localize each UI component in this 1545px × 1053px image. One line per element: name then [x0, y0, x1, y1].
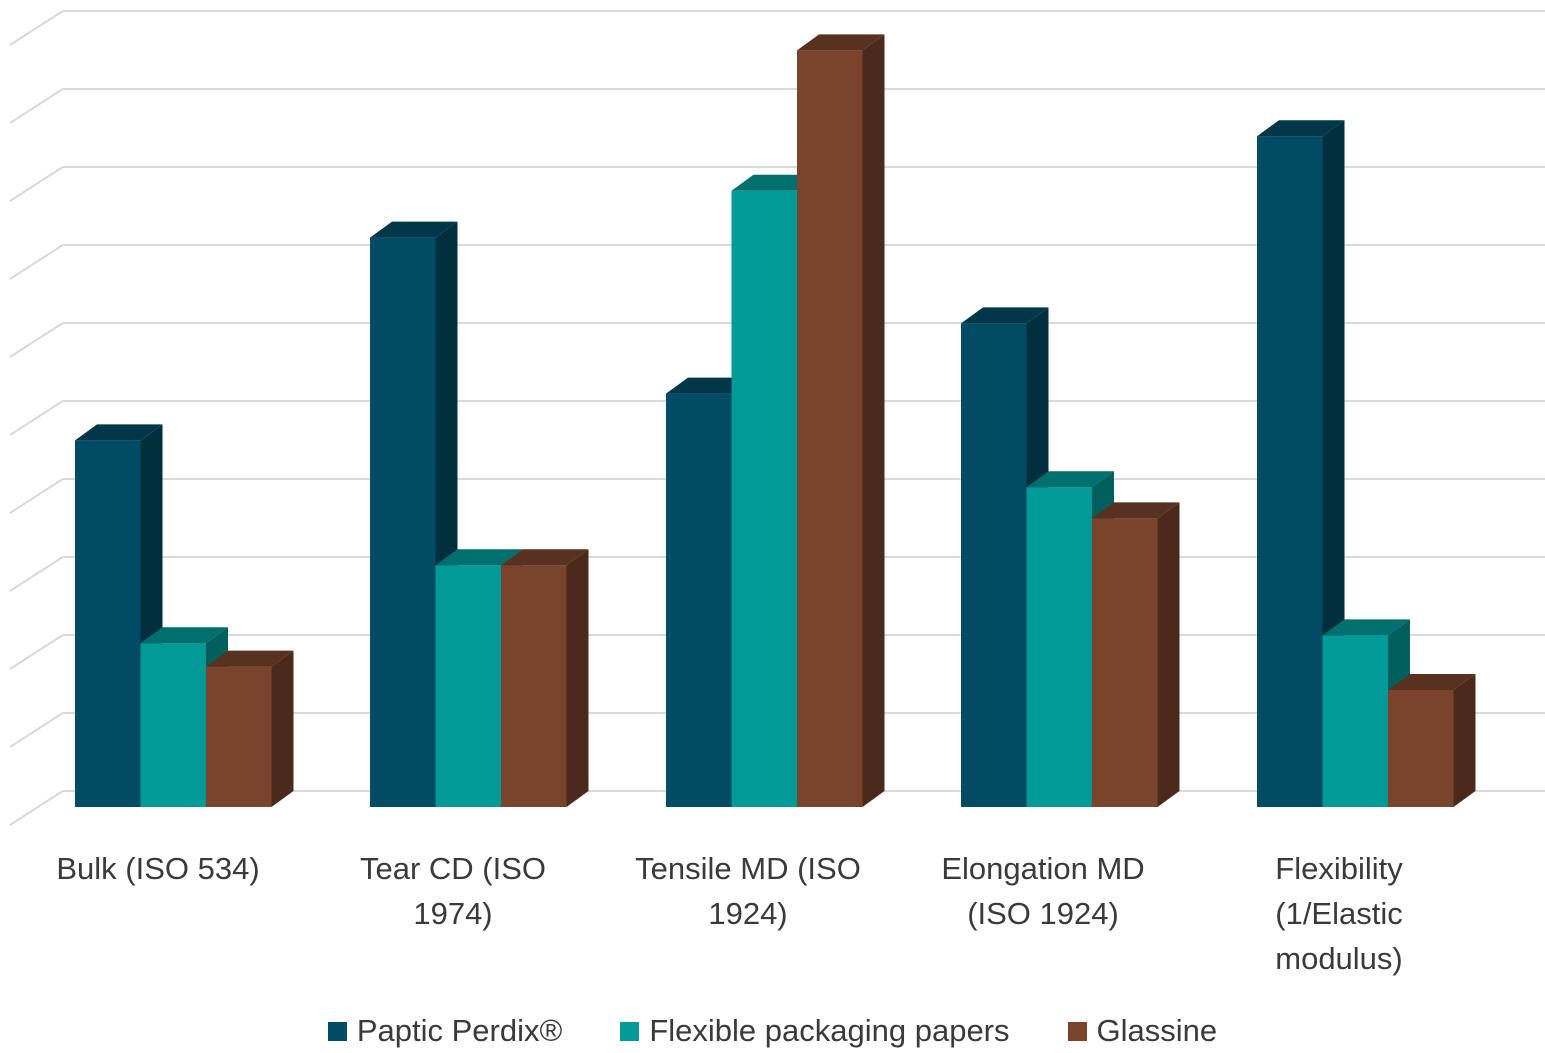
- legend-swatch: [1067, 1021, 1087, 1041]
- bar-front: [1388, 690, 1454, 807]
- gridline-side: [9, 322, 64, 358]
- bar-top: [206, 650, 294, 667]
- bar-top: [1257, 120, 1345, 137]
- bar-top: [797, 34, 885, 51]
- bar-top: [1388, 674, 1476, 690]
- gridline-side: [9, 478, 64, 514]
- gridline-side: [9, 88, 64, 124]
- gridline-side: [9, 712, 64, 748]
- bar: [206, 650, 294, 807]
- bar-side: [862, 34, 885, 807]
- bar: [1388, 674, 1476, 807]
- bar-front: [140, 643, 206, 807]
- legend-swatch: [620, 1021, 640, 1041]
- category-label: Flexibility (1/Elastic modulus): [1275, 851, 1403, 976]
- bar-top: [1026, 471, 1114, 488]
- gridline-side: [9, 400, 64, 436]
- bar-front: [797, 50, 863, 807]
- bar-top: [140, 627, 228, 644]
- bar-top: [1322, 619, 1410, 636]
- bars: [75, 34, 1476, 808]
- bar-top: [435, 549, 523, 566]
- bar-front: [1092, 518, 1158, 807]
- bar-side: [566, 549, 589, 807]
- legend-item: Paptic Perdix®: [327, 1013, 563, 1049]
- bar: [501, 549, 589, 807]
- category-label: Tear CD (ISO 1974): [359, 851, 547, 931]
- bar-chart: [9, 10, 1545, 826]
- gridline-side: [9, 790, 64, 826]
- gridline-side: [9, 244, 64, 280]
- bar-front: [501, 565, 567, 807]
- gridline-side: [9, 10, 64, 46]
- bar-front: [75, 440, 141, 807]
- gridline-side: [9, 166, 64, 202]
- bar: [370, 221, 458, 808]
- bar-side: [271, 650, 294, 807]
- bar-front: [731, 190, 797, 808]
- legend: Paptic Perdix® Flexible packaging papers G…: [0, 1009, 1545, 1053]
- bar-front: [1322, 635, 1388, 807]
- bar-front: [666, 393, 732, 807]
- bar-front: [370, 237, 436, 808]
- bar-side: [1453, 674, 1476, 807]
- bar-front: [1257, 136, 1323, 807]
- bar-front: [435, 565, 501, 807]
- category-label: Bulk (ISO 534): [56, 851, 260, 886]
- legend-item: Glassine: [1067, 1013, 1218, 1049]
- category-label: Elongation MD (ISO 1924): [941, 851, 1145, 931]
- bar-top: [370, 221, 458, 238]
- bar: [797, 34, 885, 807]
- bar-top: [1092, 502, 1180, 519]
- bar-front: [1026, 487, 1092, 807]
- bar: [1092, 502, 1180, 807]
- legend-swatch: [327, 1021, 347, 1041]
- legend-item: Flexible packaging papers: [620, 1013, 1010, 1049]
- legend-label: Glassine: [1096, 1013, 1218, 1048]
- bar-front: [206, 666, 272, 807]
- bar-top: [961, 307, 1049, 324]
- legend-label: Paptic Perdix®: [356, 1013, 563, 1048]
- legend-label: Flexible packaging papers: [649, 1013, 1010, 1048]
- gridline-side: [9, 634, 64, 670]
- bar-top: [75, 424, 163, 441]
- bar-side: [1157, 502, 1180, 807]
- category-label: Tensile MD (ISO 1924): [635, 851, 861, 931]
- gridline-side: [9, 556, 64, 592]
- bar-front: [961, 323, 1027, 807]
- bar-top: [501, 549, 589, 566]
